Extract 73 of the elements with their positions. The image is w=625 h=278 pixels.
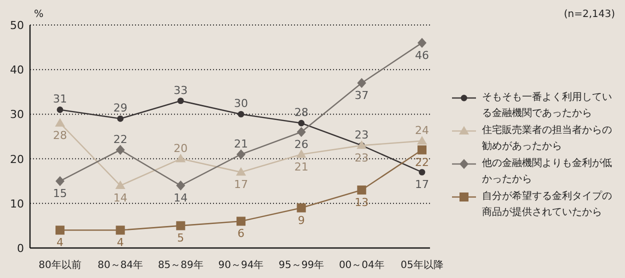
point [55, 118, 65, 127]
point [238, 111, 244, 118]
data-label: 22 [415, 156, 429, 169]
y-tick-label: 40 [10, 64, 24, 77]
data-label: 17 [234, 178, 248, 192]
data-label: 23 [354, 128, 369, 142]
point [236, 167, 246, 176]
point [56, 106, 64, 113]
data-label: 14 [113, 192, 128, 205]
x-tick-label: 95～99年 [278, 259, 324, 271]
point [176, 221, 186, 230]
data-label: 46 [415, 48, 429, 62]
point [115, 180, 126, 190]
point [56, 176, 64, 186]
data-label: 14 [174, 192, 188, 205]
point [176, 180, 186, 191]
point [117, 115, 124, 122]
point [418, 145, 426, 154]
data-label: 29 [113, 102, 128, 115]
point [418, 38, 426, 48]
x-tick-label: 05年以降 [400, 259, 444, 271]
legend-label: そもそも一番よく利用している金融機関であったから [482, 90, 613, 121]
point [56, 226, 64, 235]
point [357, 186, 366, 195]
data-label: 22 [113, 132, 128, 146]
x-tick-label: 80年以前 [38, 259, 82, 271]
data-label: 23 [354, 151, 369, 164]
point [116, 144, 125, 155]
point [116, 226, 125, 235]
x-tick-label: 85～89年 [158, 259, 204, 271]
point [176, 154, 186, 162]
data-label: 13 [354, 196, 369, 210]
data-label: 5 [177, 232, 184, 245]
y-tick-label: 20 [10, 152, 24, 166]
data-label: 21 [294, 160, 308, 174]
x-tick-label: 90～94年 [218, 259, 264, 271]
point [296, 203, 306, 212]
data-label: 26 [294, 138, 308, 152]
data-label: 33 [174, 84, 188, 97]
text: (n=2,143) [564, 9, 616, 20]
point [236, 216, 246, 226]
y-tick-label: 50 [10, 19, 24, 32]
legend-label: 自分が希望する金利タイプの商品が提供されていたから [482, 190, 613, 220]
data-label: 21 [234, 137, 248, 150]
data-label: 24 [415, 124, 429, 137]
data-label: 20 [174, 142, 188, 155]
y-tick-label: 10 [10, 197, 24, 210]
point [418, 168, 426, 176]
x-tick-label: 80～84年 [98, 259, 144, 271]
point [298, 120, 305, 126]
data-label: 28 [294, 106, 308, 120]
y-axis-title: % [34, 9, 44, 20]
legend-label: 他の金融機関よりも金利が低かったから [482, 156, 613, 187]
point [296, 127, 306, 138]
data-label: 6 [238, 227, 244, 240]
data-label: 9 [298, 214, 305, 227]
x-tick-label: 00～04年 [338, 259, 384, 271]
y-tick-label: 30 [10, 108, 24, 122]
point [236, 149, 246, 160]
point [357, 78, 366, 88]
data-label: 4 [56, 236, 64, 250]
point [177, 98, 184, 104]
data-label: 31 [53, 92, 67, 106]
data-label: 37 [354, 88, 369, 102]
point [417, 136, 427, 144]
legend-label: 住宅販売業者の担当者からの勧めがあったから [482, 124, 613, 154]
data-label: 30 [234, 97, 248, 110]
data-label: 4 [116, 236, 124, 250]
y-tick-label: 0 [17, 242, 24, 255]
data-label: 15 [53, 187, 67, 200]
data-label: 17 [415, 178, 429, 192]
data-label: 28 [53, 129, 67, 142]
point [296, 149, 306, 158]
